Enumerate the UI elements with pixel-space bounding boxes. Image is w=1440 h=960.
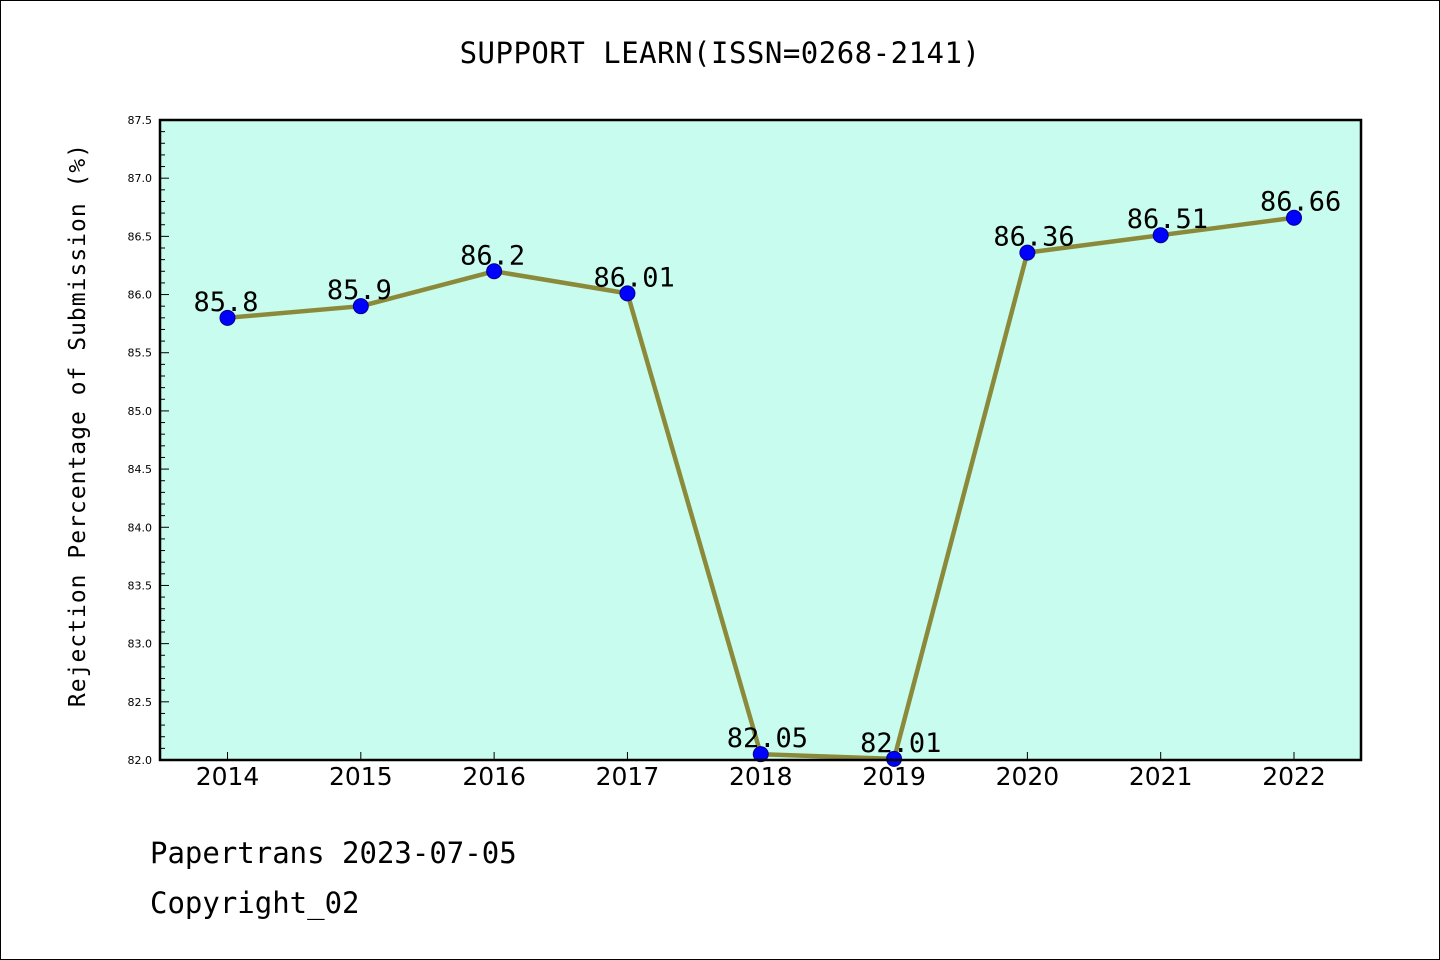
data-label: 86.51 [1127, 204, 1208, 235]
data-point [219, 309, 236, 326]
y-tick-label: 83.5 [128, 579, 153, 592]
y-tick-label: 82.0 [128, 754, 153, 767]
data-label: 86.01 [593, 262, 674, 293]
data-point [1286, 209, 1302, 226]
data-point [619, 285, 636, 302]
data-label: 82.01 [860, 728, 941, 759]
data-point [752, 746, 769, 763]
data-label: 85.8 [194, 287, 259, 318]
x-tick-label: 2022 [1262, 762, 1326, 791]
data-label: 86.66 [1260, 187, 1341, 218]
footer-date: Papertrans 2023-07-05 [150, 836, 517, 870]
y-tick-label: 84.0 [128, 521, 153, 534]
x-tick-label: 2015 [329, 762, 393, 791]
data-label: 82.05 [727, 723, 808, 754]
x-tick-label: 2014 [196, 762, 260, 791]
y-tick-label: 85.5 [128, 347, 153, 360]
x-tick-label: 2017 [596, 762, 660, 791]
data-labels: 85.8 85.9 86.2 86.01 82.05 82.01 86.36 86.51 86.… [194, 187, 1342, 759]
y-tick-label: 86.5 [128, 230, 153, 243]
data-point [486, 263, 503, 280]
chart-title: SUPPORT LEARN(ISSN=0268-2141) [459, 36, 981, 70]
x-tick-label: 2018 [729, 762, 793, 791]
data-label: 86.36 [993, 222, 1074, 253]
data-label: 86.2 [460, 240, 525, 271]
y-tick-label: 87.0 [128, 172, 153, 185]
y-tick-label: 85.0 [128, 405, 153, 418]
data-point [1019, 244, 1036, 261]
x-axis: 2014 2015 2016 2017 2018 2019 2020 2021 2022 [196, 752, 1326, 791]
plot-area [160, 120, 1361, 760]
x-tick-label: 2020 [996, 762, 1060, 791]
x-tick-label: 2016 [462, 762, 526, 791]
data-point [352, 298, 369, 315]
plot-border [158, 118, 1363, 762]
x-tick-label: 2021 [1129, 762, 1193, 791]
y-axis-title: Rejection Percentage of Submission (%) [65, 143, 91, 707]
y-tick-label: 87.5 [128, 114, 153, 127]
y-tick-label: 83.0 [128, 638, 153, 651]
y-tick-label: 82.5 [128, 696, 153, 709]
data-point [1152, 227, 1169, 244]
footer-copyright: Copyright_02 [150, 886, 360, 920]
y-tick-label: 86.0 [128, 289, 153, 302]
data-label: 85.9 [327, 275, 392, 306]
y-tick-label: 84.5 [128, 463, 153, 476]
